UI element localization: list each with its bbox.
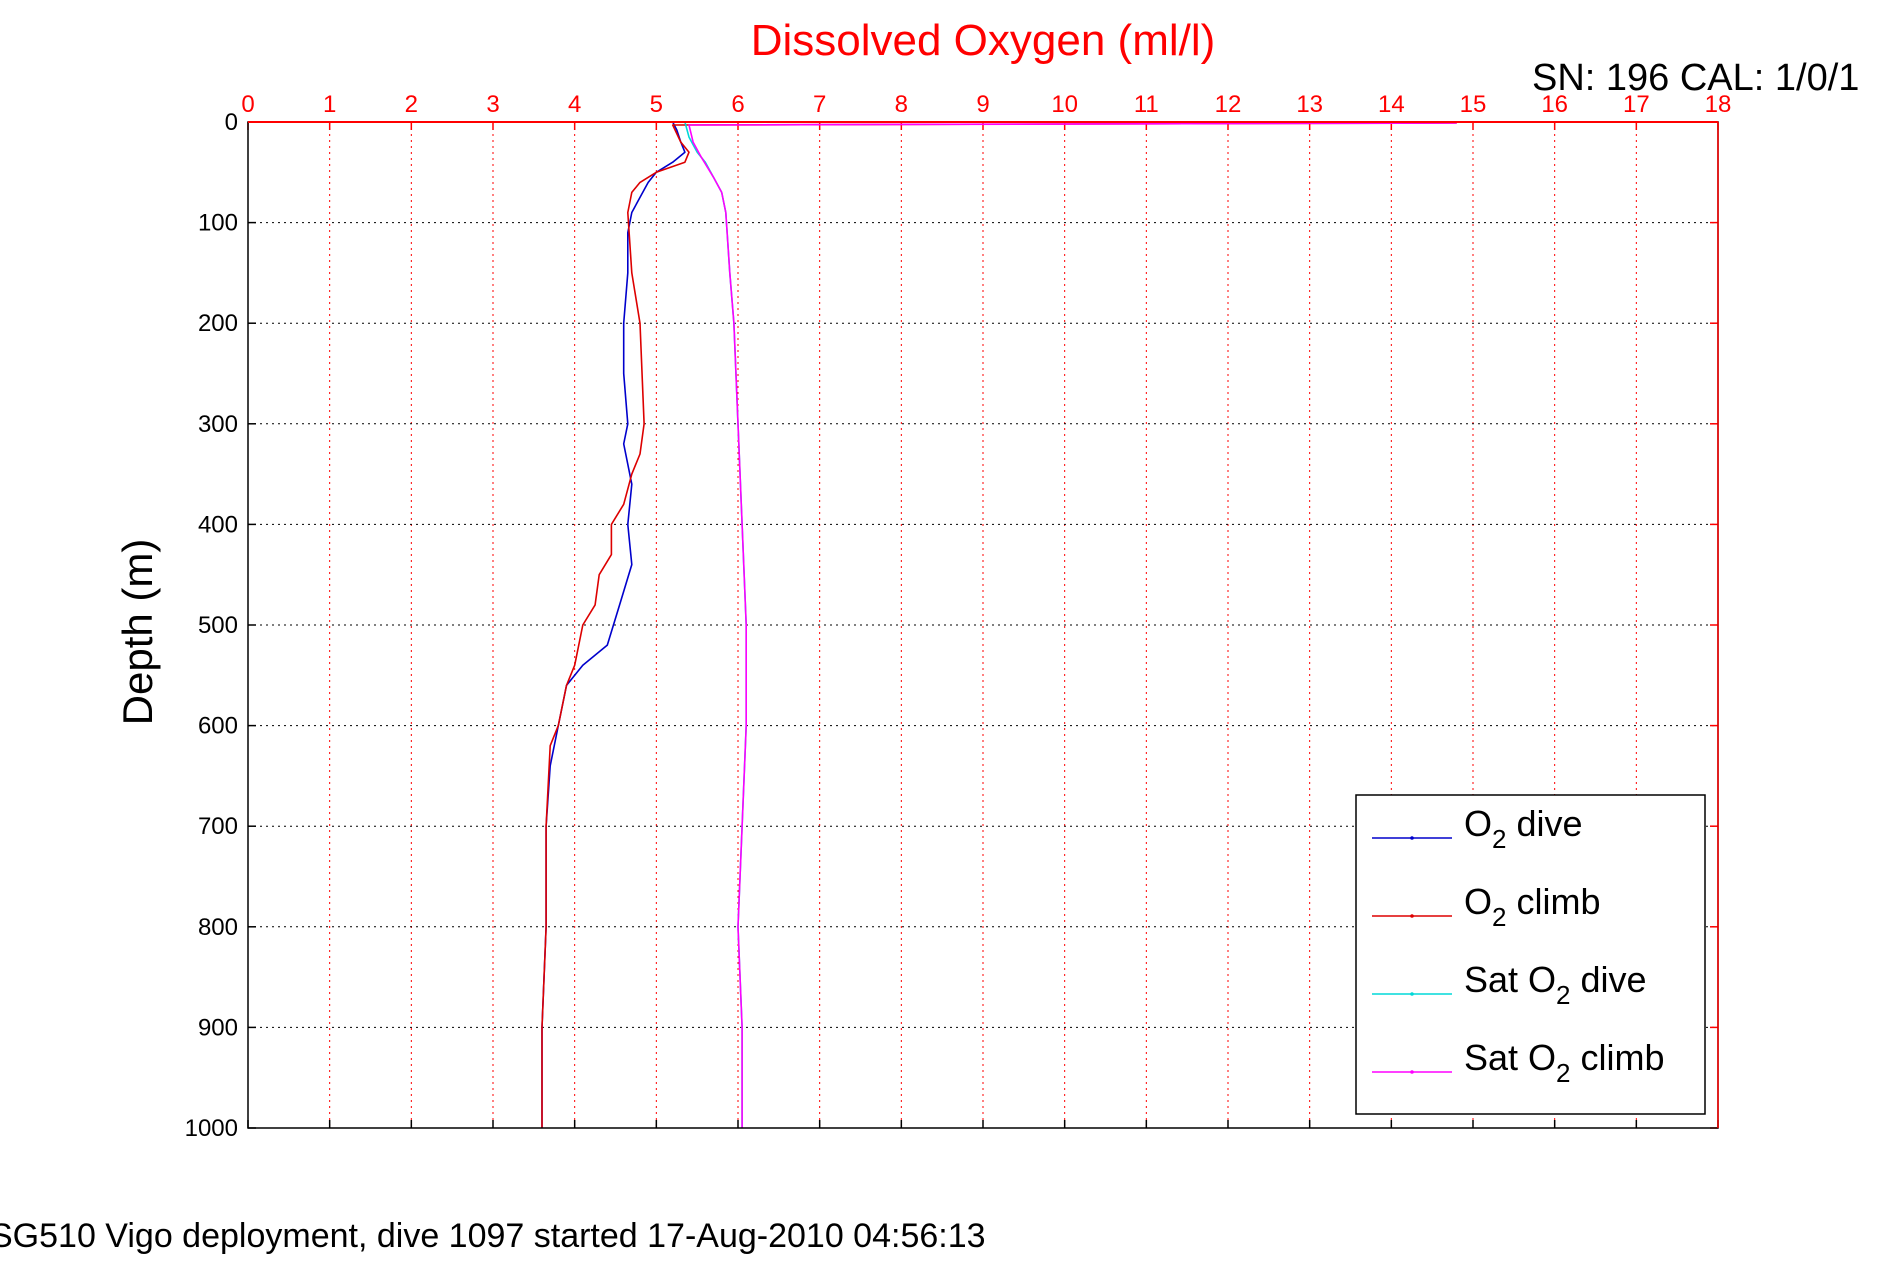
y-tick-label: 700 <box>198 813 238 840</box>
y-tick-label: 1000 <box>185 1115 238 1142</box>
x-tick-label: 2 <box>405 91 418 118</box>
y-tick-label: 100 <box>198 210 238 237</box>
y-tick-label: 0 <box>225 109 238 136</box>
x-tick-label: 16 <box>1541 91 1568 118</box>
legend-label: Sat O2 climb <box>1464 1037 1665 1088</box>
x-tick-label: 9 <box>976 91 989 118</box>
legend-box <box>1355 794 1706 1115</box>
x-tick-label: 5 <box>650 91 663 118</box>
cal-text: SN: 196 CAL: 1/0/1 <box>1532 57 1859 99</box>
legend-label-rest: dive <box>1506 803 1582 844</box>
x-tick-label: 17 <box>1623 91 1650 118</box>
x-tick-label: 4 <box>568 91 581 118</box>
y-tick-label: 300 <box>198 411 238 438</box>
series-line-o2-dive <box>541 121 686 1128</box>
x-tick-label: 6 <box>731 91 744 118</box>
legend-marker <box>1410 992 1414 996</box>
y-tick-label: 500 <box>198 612 238 639</box>
x-tick-label: 13 <box>1296 91 1323 118</box>
legend-label-main: Sat O <box>1464 1037 1556 1078</box>
footer-caption: SG510 Vigo deployment, dive 1097 started… <box>0 1217 986 1255</box>
series-line-sat-o2-climb <box>688 122 1457 1128</box>
series-line-sat-o2-dive <box>684 121 748 1128</box>
x-tick-label: 14 <box>1378 91 1405 118</box>
chart-title: Dissolved Oxygen (ml/l) <box>751 16 1216 65</box>
y-tick-label: 600 <box>198 713 238 740</box>
legend-label: O2 dive <box>1464 803 1583 854</box>
x-tick-label: 1 <box>323 91 336 118</box>
y-axis-label: Depth (m) <box>114 539 161 726</box>
legend-label-subscript: 2 <box>1492 902 1506 932</box>
series-lines <box>541 121 1457 1128</box>
x-tick-label: 0 <box>241 91 254 118</box>
legend-marker <box>1410 914 1414 918</box>
x-tick-label: 10 <box>1051 91 1078 118</box>
legend-label-main: Sat O <box>1464 959 1556 1000</box>
x-tick-label: 11 <box>1134 91 1159 118</box>
y-tick-label: 400 <box>198 511 238 538</box>
x-tick-label: 15 <box>1460 91 1487 118</box>
y-tick-label: 200 <box>198 310 238 337</box>
legend-label: O2 climb <box>1464 881 1601 932</box>
legend-label-main: O <box>1464 803 1492 844</box>
legend-label-subscript: 2 <box>1556 1058 1570 1088</box>
legend-label-rest: dive <box>1571 959 1647 1000</box>
x-tick-labels: 0 1 2 3 4 5 6 7 8 9 10 11 12 13 14 15 16 17 18 <box>241 91 1731 1128</box>
legend-label-rest: climb <box>1571 1037 1665 1078</box>
x-tick-label: 8 <box>895 91 908 118</box>
x-tick-label: 18 <box>1705 91 1732 118</box>
y-tick-labels: 0 100 200 300 400 500 600 700 800 900 1000 <box>185 109 1718 1142</box>
legend-marker <box>1410 1070 1414 1074</box>
x-tick-label: 3 <box>486 91 499 118</box>
legend-label-subscript: 2 <box>1556 980 1570 1010</box>
legend-label-main: O <box>1464 881 1492 922</box>
legend-label-rest: climb <box>1506 881 1600 922</box>
x-tick-label: 7 <box>813 91 826 118</box>
x-tick-label: 12 <box>1215 91 1242 118</box>
legend-marker <box>1410 836 1414 840</box>
y-tick-label: 900 <box>198 1014 238 1041</box>
y-tick-label: 800 <box>198 914 238 941</box>
legend-label-subscript: 2 <box>1492 824 1506 854</box>
legend-label: Sat O2 dive <box>1464 959 1647 1010</box>
series-line-o2-climb <box>541 122 1457 1128</box>
